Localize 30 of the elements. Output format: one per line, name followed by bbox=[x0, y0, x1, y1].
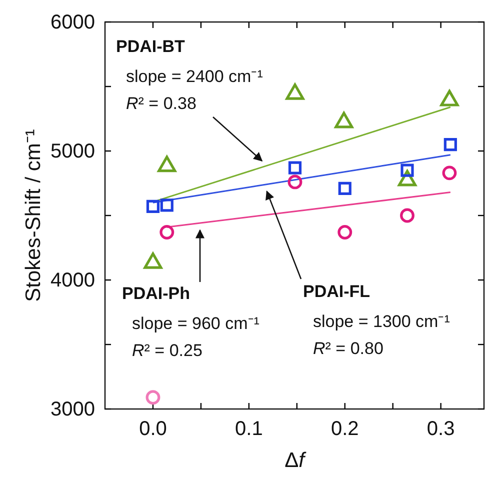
point bbox=[288, 161, 302, 174]
x-tick-label: 0.1 bbox=[235, 418, 263, 440]
point bbox=[400, 164, 414, 177]
point bbox=[338, 182, 352, 195]
point bbox=[160, 198, 174, 212]
point bbox=[288, 174, 302, 190]
x-tick-label: 0.0 bbox=[139, 418, 167, 440]
y-axis-title: Stokes-Shift / cm⁻¹ bbox=[22, 129, 45, 302]
point bbox=[158, 156, 176, 172]
x-tick-label: 0.2 bbox=[330, 418, 359, 440]
y-tick-label: 3000 bbox=[50, 398, 95, 420]
y-tick-label: 6000 bbox=[50, 11, 95, 34]
point bbox=[160, 225, 174, 240]
point bbox=[338, 225, 352, 240]
point bbox=[442, 166, 457, 180]
point bbox=[334, 112, 354, 128]
y-tick-label: 5000 bbox=[50, 140, 95, 162]
y-tick-label: 4000 bbox=[50, 269, 95, 292]
point bbox=[440, 90, 459, 106]
x-tick-label: 0.3 bbox=[426, 418, 455, 440]
point bbox=[444, 138, 457, 152]
point bbox=[286, 83, 304, 100]
point bbox=[144, 252, 162, 269]
annotation: PDAI-FL slope = 1300 cm⁻¹ R² = 0.80 bbox=[303, 282, 450, 358]
point bbox=[146, 390, 160, 405]
x-axis-title: Δf bbox=[284, 449, 307, 472]
annotation: PDAI-Ph slope = 960 cm⁻¹ R² = 0.25 bbox=[122, 284, 260, 360]
annotation: PDAI-BT slope = 2400 cm⁻¹ R² = 0.38 bbox=[116, 37, 264, 113]
point bbox=[400, 208, 414, 223]
point bbox=[146, 200, 160, 214]
